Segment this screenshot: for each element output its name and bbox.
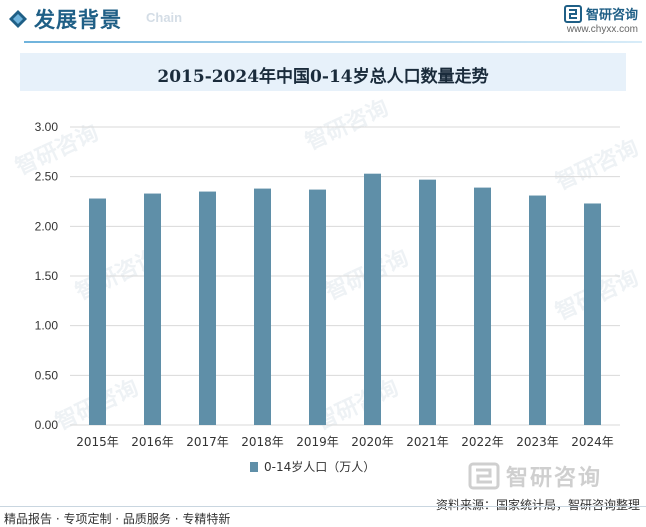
brand-logo-icon [563,4,582,23]
chart-title-bar: 2015-2024年中国0-14岁总人口数量走势 [20,53,626,91]
x-tick-label: 2018年 [241,435,284,449]
chart-legend: 0-14岁人口（万人） [250,458,375,475]
brand-name: 智研咨询 [585,8,638,23]
bar [584,203,601,425]
brand-url: www.chyxx.com [566,24,638,35]
x-tick-label: 2019年 [296,435,339,449]
x-tick-label: 2021年 [406,435,449,449]
watermark-name: 智研咨询 [506,466,603,491]
bar [364,173,381,425]
watermark-logo: 智研咨询 [468,460,602,492]
brand: 智研咨询 www.chyxx.com [563,4,638,35]
footer-divider [0,506,646,507]
legend-swatch [250,461,258,472]
bar [419,179,436,425]
footer: 资料来源：国家统计局，智研咨询整理 精品报告 · 专项定制 · 品质服务 · 专… [0,492,646,526]
section-subtitle: Chain [146,10,183,25]
diamond-icon [9,10,27,28]
bar [254,188,271,425]
y-tick-label: 1.00 [35,319,59,333]
y-tick-label: 2.00 [35,219,59,233]
header-divider [24,41,642,43]
footer-tagline: 精品报告 · 专项定制 · 品质服务 · 专精特新 [4,512,231,526]
section-title: 发展背景 [34,7,122,32]
chart-title: 2015-2024年中国0-14岁总人口数量走势 [157,67,489,87]
x-tick-label: 2016年 [131,435,174,449]
bar [474,187,491,425]
x-tick-label: 2022年 [461,435,504,449]
x-tick-label: 2017年 [186,435,229,449]
y-tick-label: 2.50 [35,170,59,184]
bar [309,189,326,425]
bar [199,191,216,425]
y-tick-label: 0.50 [35,368,59,382]
source-note: 资料来源：国家统计局，智研咨询整理 [435,498,640,512]
x-tick-label: 2020年 [351,435,394,449]
x-tick-label: 2015年 [76,435,119,449]
y-tick-label: 3.00 [35,120,59,134]
bar [529,195,546,425]
x-tick-label: 2023年 [516,435,559,449]
bar [144,193,161,425]
bar [89,198,106,425]
y-tick-label: 0.00 [35,418,59,432]
x-tick-label: 2024年 [571,435,614,449]
watermark-logo-icon [468,462,500,490]
header: 发展背景 Chain 智研咨询 www.chyxx.com [0,0,646,44]
y-tick-label: 1.50 [35,269,59,283]
legend-label: 0-14岁人口（万人） [264,460,376,474]
